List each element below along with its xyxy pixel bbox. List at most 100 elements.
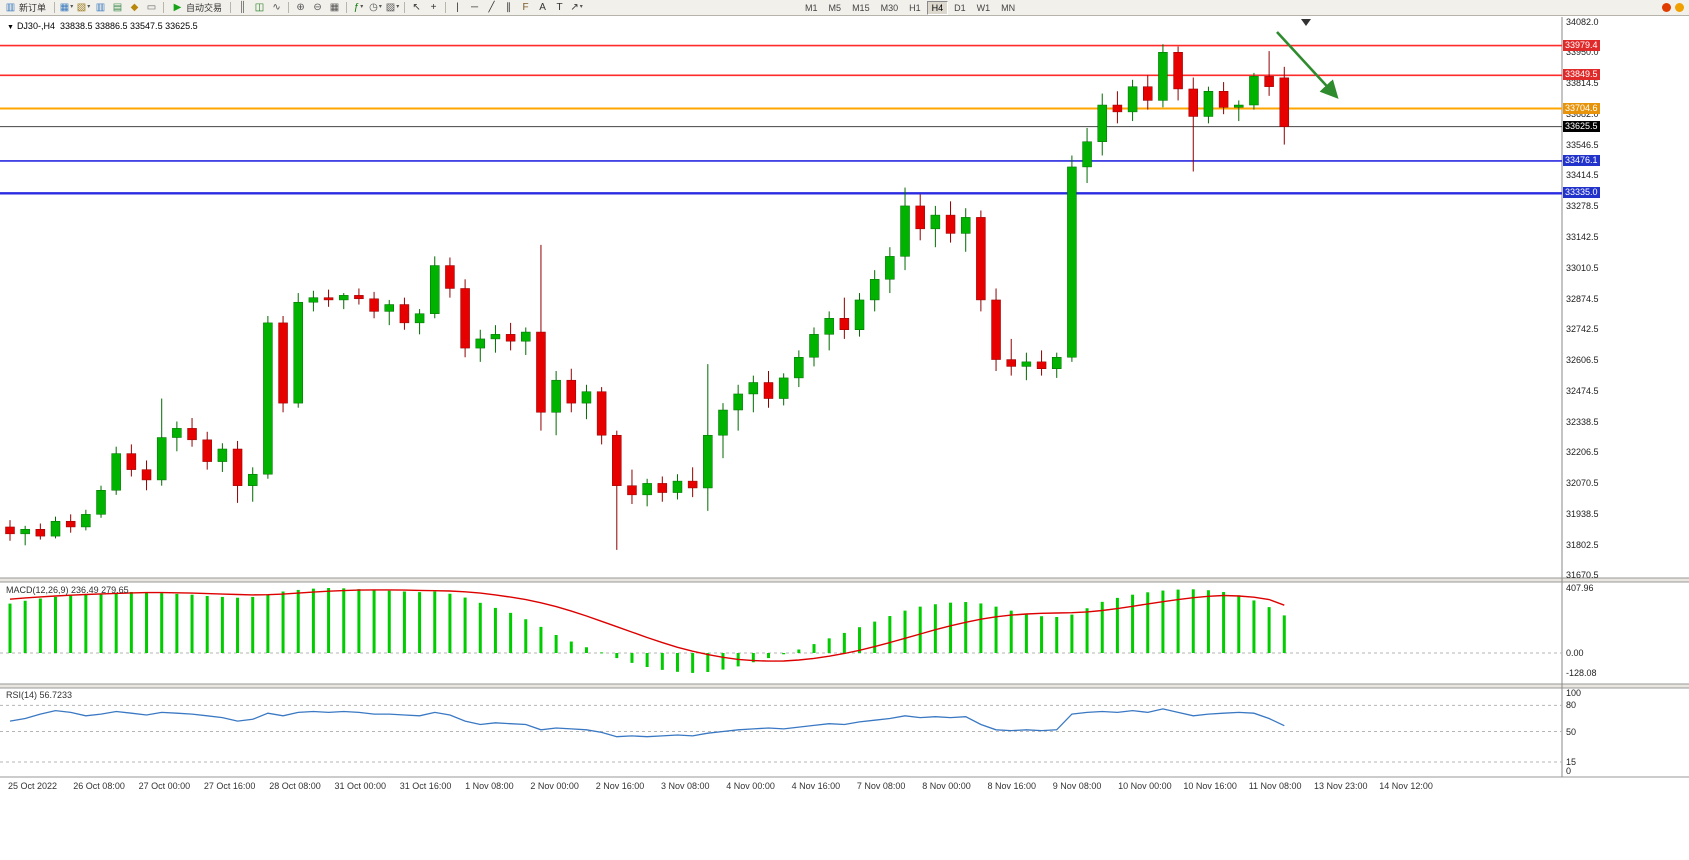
timeframe-button-m1[interactable]: M1: [805, 2, 818, 13]
crosshair-icon[interactable]: +: [430, 2, 437, 13]
news-alert-icon[interactable]: [1675, 3, 1684, 12]
indicators-icon[interactable]: ƒ ▾: [353, 2, 364, 13]
autotrading-button[interactable]: ▶ 自动交易: [168, 1, 226, 15]
timeframe-button-h1[interactable]: H1: [909, 2, 921, 13]
timeframe-button-m5[interactable]: M5: [828, 2, 842, 13]
macd-bar: [994, 606, 998, 653]
macd-bar: [933, 604, 937, 653]
candle: [445, 265, 455, 289]
candle: [20, 529, 30, 535]
trend-arrow[interactable]: [1276, 31, 1339, 99]
macd-bar: [357, 589, 361, 653]
macd-bar: [281, 591, 285, 653]
candle: [900, 205, 910, 257]
timeframe-button-d1[interactable]: D1: [954, 2, 966, 13]
macd-bar: [54, 596, 58, 653]
data-window-icon[interactable]: ▤: [112, 2, 123, 13]
macd-bar: [706, 653, 710, 672]
candle: [202, 439, 212, 462]
candle: [703, 434, 713, 489]
macd-bar: [175, 593, 179, 653]
toolbar: ▥ 新订单 ▦ ▾ ▧ ▾ ▥ ▤ ◆ ▭ ▶ 自动交易 ║ ◫ ∿ ⊕ ⊖ ▦ ƒ ▾ ◷ ▾ ▨ ▾ ↖ + | ─ ╱ ∥ F A T ↗ ▾…: [0, 0, 1689, 16]
bar-chart-icon[interactable]: ║: [238, 2, 247, 13]
candle: [141, 469, 152, 481]
candle: [794, 357, 804, 379]
candle: [172, 428, 182, 438]
dropdown-caret-icon[interactable]: ▾: [378, 4, 382, 10]
candle: [414, 313, 425, 324]
macd-bar: [1009, 610, 1013, 653]
new-order-icon: ▥: [5, 2, 16, 13]
connection-status-icon[interactable]: [1662, 3, 1671, 12]
macd-bar: [1070, 614, 1074, 653]
market-watch-icon[interactable]: ▥: [95, 2, 106, 13]
dropdown-caret-icon[interactable]: ▾: [396, 4, 400, 10]
cursor-icon[interactable]: ↖: [412, 2, 421, 13]
zoom-in-icon[interactable]: ⊕: [296, 2, 305, 13]
macd-bar: [493, 607, 497, 653]
timeframe-button-mn[interactable]: MN: [1001, 2, 1016, 13]
dropdown-caret-icon[interactable]: ▾: [579, 4, 583, 10]
macd-bar: [675, 653, 679, 672]
macd-bar: [205, 595, 209, 653]
macd-bar: [145, 592, 149, 653]
toolbar-separator: [445, 2, 447, 13]
horizontal-line-icon[interactable]: ─: [470, 2, 479, 13]
candle: [551, 379, 561, 413]
dropdown-caret-icon[interactable]: ▾: [87, 4, 91, 10]
timeframe-button-m30[interactable]: M30: [880, 2, 899, 13]
macd-bar: [873, 621, 877, 653]
line-chart-icon[interactable]: ∿: [272, 2, 281, 13]
candle: [156, 437, 167, 481]
timeframe-button-w1[interactable]: W1: [976, 2, 991, 13]
trendline-icon[interactable]: ╱: [488, 2, 495, 13]
candle: [672, 480, 683, 493]
timeframe-button-m15[interactable]: M15: [852, 2, 870, 13]
dropdown-caret-icon[interactable]: ▾: [70, 4, 74, 10]
chart-shift-marker[interactable]: [1301, 19, 1311, 26]
new-order-button[interactable]: ▥ 新订单: [1, 1, 50, 15]
arrows-icon[interactable]: ↗ ▾: [570, 2, 583, 13]
macd-bar: [782, 653, 786, 655]
new-chart-icon[interactable]: ▦ ▾: [59, 2, 74, 13]
tile-windows-icon[interactable]: ▦: [329, 2, 340, 13]
candle: [1006, 359, 1016, 367]
candle: [1158, 52, 1168, 101]
macd-bar: [1237, 595, 1241, 653]
candle: [430, 265, 440, 314]
macd-bar: [129, 591, 133, 653]
candlestick-chart-icon[interactable]: ◫: [254, 2, 265, 13]
candle: [278, 322, 288, 404]
candle: [991, 299, 1001, 360]
fibonacci-icon[interactable]: F: [522, 2, 529, 13]
autotrading-button-label: 自动交易: [186, 3, 223, 13]
channel-icon[interactable]: ∥: [506, 2, 512, 13]
timeframe-button-h4[interactable]: H4: [926, 0, 949, 15]
terminal-icon[interactable]: ▭: [146, 2, 157, 13]
macd-bar: [311, 588, 315, 653]
toolbar-separator: [346, 2, 348, 13]
templates-icon[interactable]: ▨ ▾: [385, 2, 400, 13]
macd-bar: [1191, 589, 1195, 653]
macd-bar: [949, 602, 953, 653]
macd-bar: [23, 600, 27, 653]
label-icon[interactable]: T: [556, 2, 563, 13]
macd-bar: [858, 627, 862, 653]
periods-icon[interactable]: ◷ ▾: [369, 2, 382, 13]
macd-bar: [387, 590, 391, 653]
zoom-out-icon[interactable]: ⊖: [313, 2, 322, 13]
vertical-line-icon[interactable]: |: [456, 2, 459, 13]
macd-bar: [1282, 615, 1286, 653]
navigator-icon[interactable]: ◆: [130, 2, 139, 13]
candle: [1249, 76, 1259, 106]
profiles-icon[interactable]: ▧ ▾: [76, 2, 91, 13]
macd-bar: [630, 653, 634, 663]
candle: [581, 391, 592, 404]
macd-bar: [827, 638, 831, 653]
rsi-line: [9, 708, 1285, 738]
text-icon[interactable]: A: [539, 2, 546, 13]
dropdown-caret-icon[interactable]: ▾: [360, 4, 364, 10]
toolbar-separator: [163, 2, 165, 13]
candle: [96, 490, 106, 515]
